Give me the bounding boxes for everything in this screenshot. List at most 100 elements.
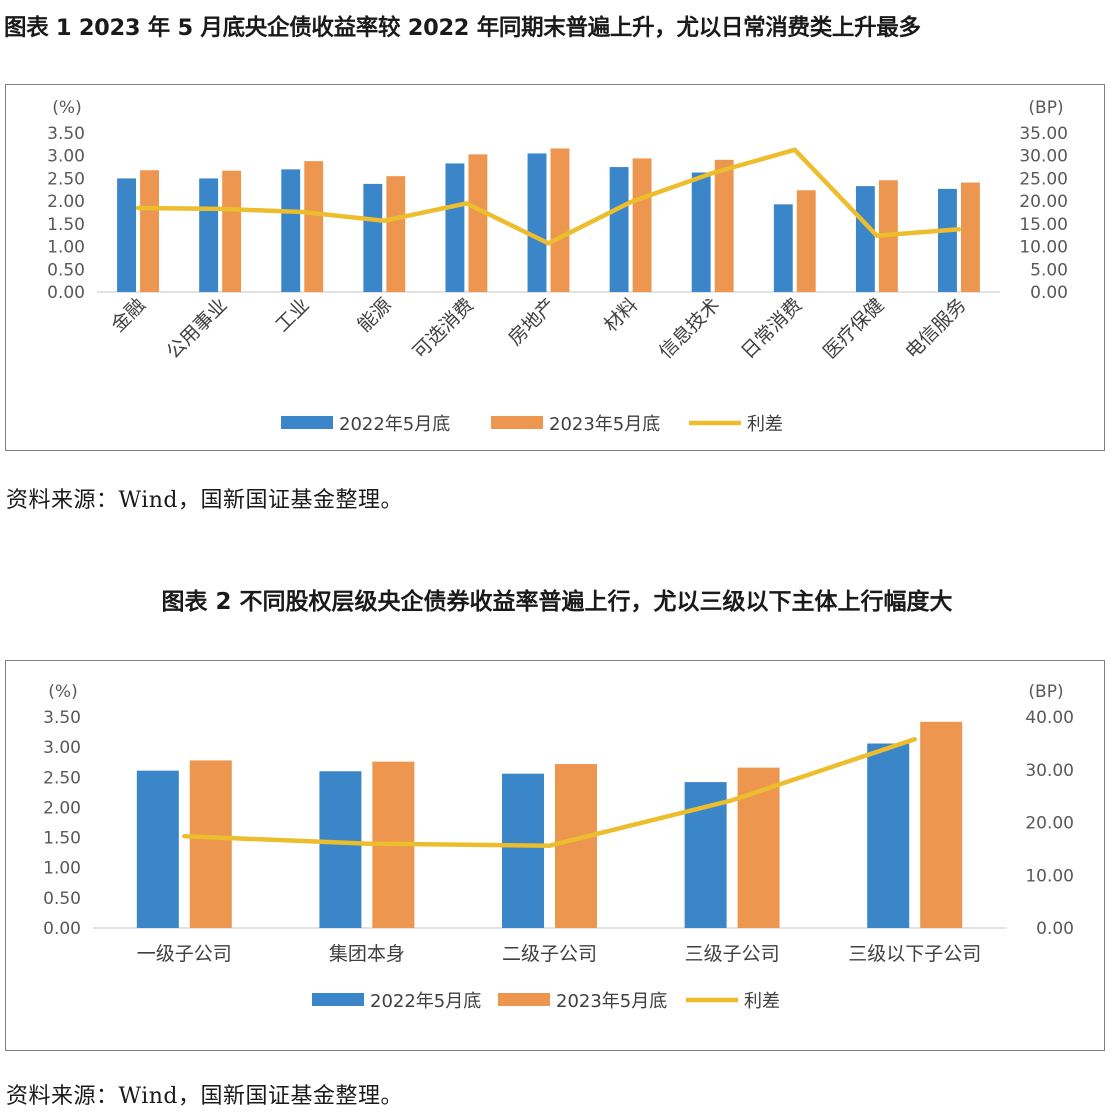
chart2-spread-line — [182, 736, 917, 848]
chart2-left-tick: 2.00 — [43, 798, 81, 818]
chart1-right-tick: 35.00 — [1019, 124, 1068, 144]
chart1-right-unit: (BP) — [1028, 98, 1063, 118]
chart2-right-unit: (BP) — [1028, 682, 1063, 702]
chart2-spread-point — [182, 834, 186, 838]
chart1-bar-2022 — [445, 163, 465, 292]
chart1-bar-2022 — [691, 172, 711, 292]
chart2-legend-label-spread: 利差 — [744, 991, 780, 1012]
chart1-bar-2023 — [304, 161, 324, 292]
chart1-legend-swatch-2022 — [281, 416, 333, 429]
chart2-category-label: 二级子公司 — [502, 943, 597, 965]
chart2-bar-2023 — [554, 764, 597, 928]
chart1-bar-2023 — [714, 159, 734, 292]
chart2-left-tick: 2.50 — [43, 768, 81, 788]
chart1-category-label: 公用事业 — [162, 294, 231, 363]
chart1-right-tick: 10.00 — [1019, 238, 1068, 258]
chart2-spread-point — [730, 798, 734, 802]
chart1-svg: (%) (BP) 0.00 0.501.00 1.50 2.00 2.503.00 3.50 0… — [47, 98, 1068, 435]
figure2-source: 资料来源：Wind，国新国证基金整理。 — [6, 1084, 404, 1109]
chart1-category-label: 材料 — [600, 294, 642, 336]
chart2-left-tick: 0.00 — [43, 919, 81, 939]
chart2-bar-2023 — [920, 721, 963, 928]
chart1-bar-2023 — [961, 182, 980, 292]
chart2-spread-point — [365, 842, 369, 846]
chart2-left-tick: 1.50 — [43, 829, 81, 849]
chart1-spread-point — [300, 210, 304, 214]
chart1-category-label: 电信服务 — [901, 294, 970, 363]
chart1-spread-point — [382, 219, 386, 223]
chart2-right-tick: 0.00 — [1036, 919, 1074, 939]
chart1-legend-label-2022: 2022年5月底 — [339, 414, 450, 435]
chart1-spread-point — [629, 200, 633, 204]
chart1-spread-point — [547, 241, 550, 245]
chart1-bar-2022 — [363, 183, 383, 292]
chart1-left-tick: 1.50 — [47, 215, 85, 235]
chart1-category-label: 工业 — [271, 294, 313, 336]
chart1-category-label: 房地产 — [504, 294, 560, 350]
chart2-left-tick: 0.50 — [43, 889, 81, 909]
chart1-right-tick: 25.00 — [1019, 169, 1068, 189]
chart1-right-tick: 0.00 — [1030, 283, 1068, 303]
chart1-right-tick: 15.00 — [1019, 215, 1068, 235]
chart1-spread-point — [464, 201, 468, 205]
chart1-right-tick: 20.00 — [1019, 192, 1068, 212]
chart1-spread-point — [875, 234, 879, 238]
chart1-bar-2023 — [632, 158, 652, 292]
chart2-left-tick: 3.50 — [43, 708, 81, 728]
figure1-title: 图表 1 2023 年 5 月底央企债收益率较 2022 年同期末普遍上升，尤以… — [4, 15, 921, 41]
chart1-left-tick: 2.50 — [47, 169, 85, 189]
chart1-legend-swatch-2023 — [491, 416, 543, 429]
chart2-legend-swatch-2023 — [498, 993, 550, 1006]
chart2-category-label: 三级子公司 — [685, 943, 780, 965]
chart2-category-label: 集团本身 — [329, 943, 405, 965]
figure1-source: 资料来源：Wind，国新国证基金整理。 — [6, 488, 404, 513]
chart2-right-tick: 20.00 — [1025, 814, 1074, 834]
chart2-right-tick: 10.00 — [1025, 866, 1074, 886]
chart1-category-label: 日常消费 — [737, 294, 806, 363]
chart2-spread-point — [913, 737, 917, 741]
chart2-category-label: 三级以下子公司 — [848, 943, 981, 965]
chart1-bar-2023 — [796, 190, 816, 292]
chart1-category-label: 医疗保健 — [819, 294, 888, 363]
chart2-bar-2022 — [502, 773, 545, 928]
chart1-bar-2022 — [855, 186, 875, 292]
chart2-bar-2022 — [136, 770, 179, 928]
chart2-legend-swatch-2022 — [312, 993, 364, 1006]
chart1-spread-line — [135, 147, 962, 246]
chart1-bar-2022 — [117, 178, 136, 292]
chart1-bar-2022 — [773, 204, 793, 292]
chart1-category-label: 金融 — [107, 294, 149, 336]
chart1-left-tick: 0.50 — [47, 260, 85, 280]
chart2-legend-label-2022: 2022年5月底 — [370, 991, 481, 1012]
chart1-spread-point — [793, 148, 797, 152]
chart1-left-tick: 2.00 — [47, 192, 85, 212]
chart1-bar-2022 — [527, 153, 547, 292]
chart2-spread-point — [548, 844, 551, 848]
chart1-legend-label-2023: 2023年5月底 — [549, 414, 660, 435]
chart1-bar-2023 — [550, 148, 570, 292]
chart1-frame: (%) (BP) 0.00 0.50 1.00 1.50 2.00 2.50 3.00 3.50 0… — [5, 84, 1105, 451]
chart1-bar-2023 — [386, 176, 406, 292]
chart2-left-tick: 1.00 — [43, 859, 81, 879]
chart2-right-tick: 30.00 — [1025, 761, 1074, 781]
chart2-bar-2022 — [319, 771, 362, 928]
chart1-left-tick: 3.00 — [47, 147, 85, 167]
chart1-category-label: 能源 — [353, 294, 395, 336]
chart1-left-tick: 3.50 — [47, 124, 85, 144]
chart2-right-tick: 40.00 — [1025, 708, 1074, 728]
chart1-spread-point — [957, 227, 961, 231]
chart1-right-tick: 30.00 — [1019, 147, 1068, 167]
chart1-spread-point — [218, 207, 222, 211]
chart1-category-label: 可选消费 — [409, 294, 478, 363]
figure2-title: 图表 2 不同股权层级央企债券收益率普遍上行，尤以三级以下主体上行幅度大 — [161, 589, 953, 615]
chart1-spread-point — [711, 171, 715, 175]
chart2-category-label: 一级子公司 — [137, 943, 232, 965]
chart1-bar-2023 — [140, 170, 159, 292]
chart2-left-tick: 3.00 — [43, 738, 81, 758]
chart1-bar-2023 — [468, 154, 488, 292]
chart1-bar-2022 — [938, 188, 957, 292]
chart1-bar-2023 — [222, 170, 242, 292]
chart1-bar-2022 — [199, 178, 219, 292]
chart2-bar-2022 — [867, 743, 910, 928]
chart1-category-label: 信息技术 — [655, 294, 724, 363]
